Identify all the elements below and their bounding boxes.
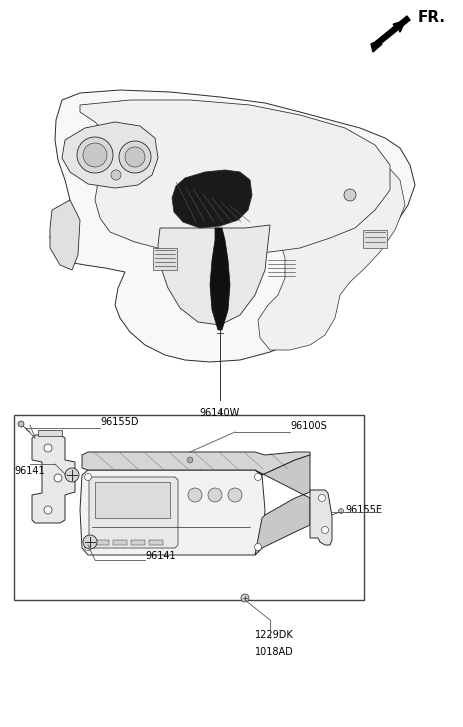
Circle shape: [65, 468, 79, 482]
Circle shape: [77, 137, 113, 173]
Circle shape: [44, 506, 52, 514]
Circle shape: [125, 147, 145, 167]
Polygon shape: [50, 200, 80, 270]
Circle shape: [54, 474, 62, 482]
Polygon shape: [158, 225, 269, 325]
Polygon shape: [32, 435, 75, 523]
Polygon shape: [257, 130, 404, 350]
Bar: [113, 540, 127, 545]
Bar: [131, 540, 144, 545]
Text: 1018AD: 1018AD: [255, 647, 293, 657]
Circle shape: [318, 494, 325, 502]
Circle shape: [83, 535, 97, 549]
Polygon shape: [62, 122, 158, 188]
Circle shape: [119, 141, 150, 173]
Circle shape: [207, 488, 221, 502]
Bar: [14, 415, 363, 600]
Text: FR.: FR.: [417, 10, 445, 25]
Polygon shape: [80, 470, 264, 555]
Circle shape: [338, 508, 343, 513]
Polygon shape: [50, 90, 414, 362]
Text: 1229DK: 1229DK: [255, 630, 293, 640]
Circle shape: [254, 544, 261, 550]
Text: 96155E: 96155E: [344, 505, 381, 515]
Text: 96141: 96141: [14, 466, 44, 476]
Bar: [149, 540, 163, 545]
Circle shape: [188, 488, 201, 502]
Polygon shape: [210, 228, 230, 330]
Text: 96100S: 96100S: [289, 421, 326, 431]
Polygon shape: [80, 100, 389, 255]
Polygon shape: [89, 477, 178, 548]
Polygon shape: [38, 430, 62, 436]
Circle shape: [187, 457, 193, 463]
Circle shape: [343, 189, 355, 201]
Polygon shape: [82, 452, 309, 475]
Text: 96141: 96141: [144, 551, 175, 561]
Circle shape: [227, 488, 242, 502]
Circle shape: [111, 170, 121, 180]
Circle shape: [240, 594, 249, 602]
Text: 96155D: 96155D: [100, 417, 138, 427]
Polygon shape: [172, 170, 251, 228]
Circle shape: [84, 544, 91, 550]
Polygon shape: [255, 455, 309, 555]
Bar: [95, 540, 109, 545]
Text: 96140W: 96140W: [200, 408, 240, 418]
Circle shape: [84, 473, 91, 481]
Polygon shape: [95, 482, 169, 518]
Bar: [362, 230, 386, 248]
Polygon shape: [370, 16, 409, 52]
Circle shape: [18, 421, 24, 427]
Polygon shape: [309, 490, 332, 545]
Circle shape: [83, 143, 107, 167]
Circle shape: [321, 526, 328, 534]
Bar: [153, 248, 176, 270]
Circle shape: [44, 444, 52, 452]
Circle shape: [254, 473, 261, 481]
